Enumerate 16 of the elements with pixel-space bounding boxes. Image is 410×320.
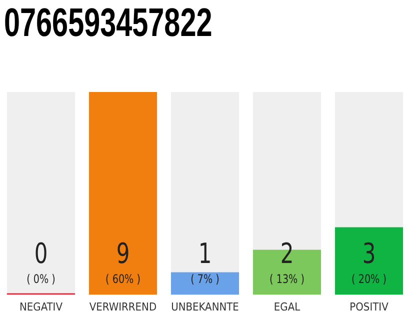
x-tick-label: UNBEKANNTE (171, 300, 239, 314)
data-label: 1 (198, 236, 212, 270)
x-tick-label: VERWIRREND (89, 300, 157, 314)
bar (170, 272, 240, 295)
annotation: ( 20% ) (352, 272, 386, 286)
data-label: 3 (362, 236, 376, 270)
annotation: ( 13% ) (270, 272, 304, 286)
x-tick-label: NEGATIV (20, 300, 63, 314)
data-label: 0 (34, 236, 48, 270)
annotation: ( 60% ) (106, 272, 140, 286)
x-tick-label: EGAL (274, 300, 301, 314)
data-label: 9 (116, 236, 130, 270)
x-tick-label: POSITIV (350, 300, 389, 314)
annotation: ( 0% ) (26, 272, 56, 286)
annotation: ( 7% ) (190, 272, 220, 286)
chart-title: 0766593457822 (4, 0, 212, 46)
